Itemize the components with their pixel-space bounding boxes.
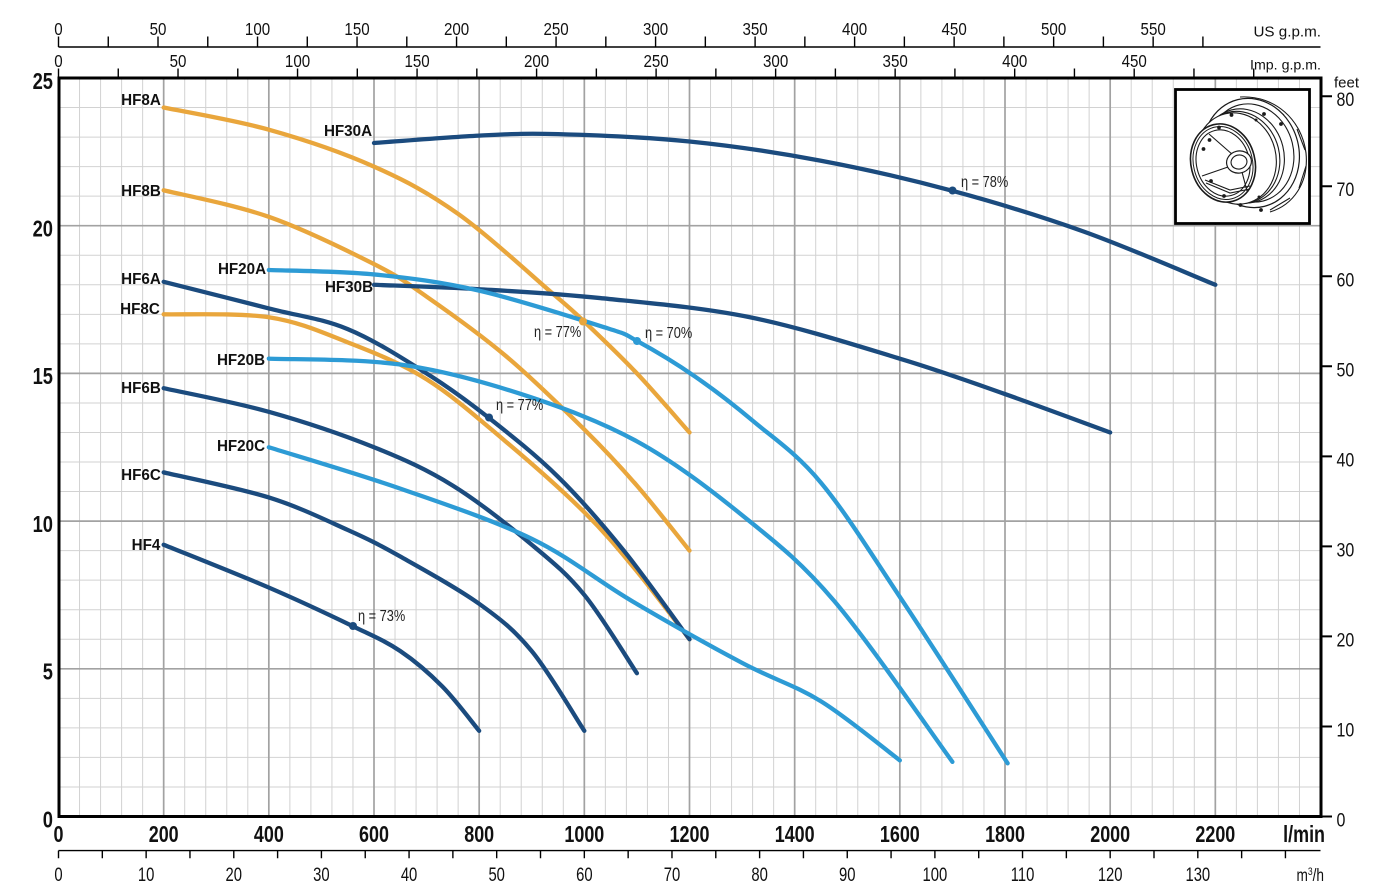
svg-text:130: 130 [1185, 864, 1210, 884]
svg-text:250: 250 [644, 51, 669, 72]
svg-text:1800: 1800 [985, 822, 1025, 848]
svg-text:80: 80 [1337, 89, 1355, 111]
svg-text:80: 80 [751, 864, 767, 884]
svg-text:350: 350 [742, 19, 767, 40]
svg-text:1400: 1400 [775, 822, 815, 848]
svg-text:300: 300 [643, 19, 668, 40]
svg-text:20: 20 [1337, 629, 1355, 651]
svg-text:400: 400 [1002, 51, 1027, 72]
svg-text:HF6B: HF6B [121, 379, 161, 396]
svg-text:HF8B: HF8B [121, 182, 161, 199]
svg-text:50: 50 [170, 51, 187, 72]
svg-text:150: 150 [344, 19, 369, 40]
svg-text:100: 100 [285, 51, 310, 72]
svg-text:η = 77%: η = 77% [496, 397, 543, 415]
svg-text:5: 5 [43, 660, 53, 686]
svg-text:50: 50 [488, 864, 504, 884]
svg-text:300: 300 [763, 51, 788, 72]
svg-text:m3/h: m3/h [1296, 866, 1324, 884]
svg-text:500: 500 [1041, 19, 1066, 40]
svg-text:HF6A: HF6A [121, 270, 161, 287]
svg-text:40: 40 [401, 864, 417, 884]
svg-text:20: 20 [226, 864, 242, 884]
svg-text:HF30A: HF30A [324, 122, 372, 139]
svg-text:90: 90 [839, 864, 855, 884]
svg-text:30: 30 [1337, 539, 1355, 561]
svg-text:η = 77%: η = 77% [534, 324, 581, 342]
svg-text:0: 0 [54, 19, 62, 40]
svg-text:10: 10 [33, 512, 53, 538]
svg-text:2000: 2000 [1090, 822, 1130, 848]
svg-text:η = 73%: η = 73% [358, 608, 405, 626]
svg-text:70: 70 [664, 864, 680, 884]
svg-text:HF4: HF4 [132, 536, 161, 553]
svg-text:110: 110 [1011, 864, 1035, 884]
svg-text:120: 120 [1098, 864, 1123, 884]
svg-text:η = 70%: η = 70% [645, 325, 692, 343]
svg-text:HF20C: HF20C [217, 437, 265, 454]
svg-text:η = 78%: η = 78% [961, 174, 1008, 192]
svg-text:400: 400 [842, 19, 867, 40]
svg-text:70: 70 [1337, 179, 1355, 201]
svg-text:30: 30 [313, 864, 329, 884]
svg-text:200: 200 [149, 822, 179, 848]
svg-text:10: 10 [1337, 719, 1355, 741]
svg-text:0: 0 [1337, 809, 1346, 831]
svg-text:600: 600 [359, 822, 389, 848]
svg-text:100: 100 [245, 19, 270, 40]
svg-text:800: 800 [464, 822, 494, 848]
svg-text:60: 60 [576, 864, 592, 884]
svg-text:2200: 2200 [1195, 822, 1235, 848]
svg-text:200: 200 [444, 19, 469, 40]
svg-text:1200: 1200 [670, 822, 710, 848]
svg-text:HF8A: HF8A [121, 91, 161, 108]
svg-text:20: 20 [33, 216, 53, 242]
svg-text:0: 0 [43, 807, 53, 833]
svg-text:40: 40 [1337, 449, 1355, 471]
svg-text:15: 15 [33, 364, 54, 390]
svg-text:350: 350 [883, 51, 908, 72]
svg-text:US g.p.m.: US g.p.m. [1253, 24, 1321, 41]
svg-text:50: 50 [150, 19, 167, 40]
svg-text:1600: 1600 [880, 822, 920, 848]
svg-text:HF8C: HF8C [120, 300, 160, 317]
svg-text:0: 0 [54, 864, 62, 884]
svg-text:l/min: l/min [1283, 822, 1325, 848]
svg-text:feet: feet [1334, 75, 1360, 92]
svg-text:HF20A: HF20A [218, 260, 266, 277]
svg-text:10: 10 [138, 864, 154, 884]
svg-text:HF20B: HF20B [217, 351, 265, 368]
svg-text:0: 0 [54, 51, 62, 72]
svg-text:HF6C: HF6C [121, 466, 161, 483]
svg-text:25: 25 [33, 69, 54, 95]
svg-text:200: 200 [524, 51, 549, 72]
svg-text:0: 0 [54, 822, 64, 848]
svg-text:450: 450 [1122, 51, 1147, 72]
svg-text:250: 250 [543, 19, 568, 40]
svg-text:1000: 1000 [564, 822, 604, 848]
svg-text:550: 550 [1141, 19, 1166, 40]
svg-text:150: 150 [404, 51, 429, 72]
svg-text:450: 450 [942, 19, 967, 40]
svg-text:Imp. g.p.m.: Imp. g.p.m. [1250, 58, 1321, 74]
svg-text:100: 100 [923, 864, 948, 884]
svg-text:400: 400 [254, 822, 284, 848]
svg-text:60: 60 [1337, 269, 1355, 291]
svg-text:50: 50 [1337, 359, 1355, 381]
svg-text:HF30B: HF30B [325, 278, 373, 295]
